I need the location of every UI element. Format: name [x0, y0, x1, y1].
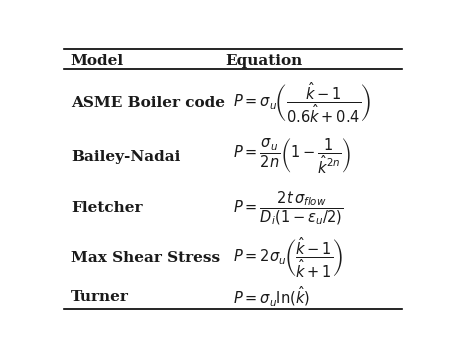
Text: Bailey-Nadai: Bailey-Nadai [71, 149, 180, 163]
Text: $P = \dfrac{\sigma_u}{2n} \left( 1 - \dfrac{1}{\hat{k}^{2n}} \right)$: $P = \dfrac{\sigma_u}{2n} \left( 1 - \df… [233, 137, 351, 176]
Text: $P = \sigma_u \left( \dfrac{\hat{k} - 1}{0.6\hat{k} + 0.4} \right)$: $P = \sigma_u \left( \dfrac{\hat{k} - 1}… [233, 80, 371, 125]
Text: $P = \sigma_u \ln(\hat{k})$: $P = \sigma_u \ln(\hat{k})$ [233, 285, 310, 309]
Text: Turner: Turner [71, 290, 128, 304]
Text: Equation: Equation [226, 54, 303, 68]
Text: $P = 2\sigma_u \left( \dfrac{\hat{k} - 1}{\hat{k} + 1} \right)$: $P = 2\sigma_u \left( \dfrac{\hat{k} - 1… [233, 236, 343, 280]
Text: Fletcher: Fletcher [71, 201, 142, 215]
Text: Max Shear Stress: Max Shear Stress [71, 251, 220, 265]
Text: $P = \dfrac{2t\,\sigma_{flow}}{D_i(1 - \epsilon_u/2)}$: $P = \dfrac{2t\,\sigma_{flow}}{D_i(1 - \… [233, 189, 343, 226]
Text: Model: Model [71, 54, 124, 68]
Text: ASME Boiler code: ASME Boiler code [71, 96, 225, 110]
